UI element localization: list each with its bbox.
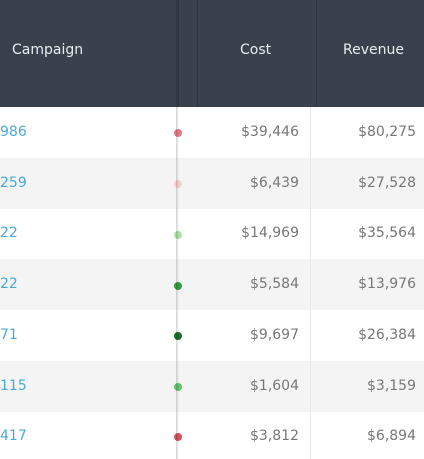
header-revenue[interactable]: Revenue [343, 42, 404, 58]
revenue-cell: $27,528 [358, 174, 416, 191]
table-row: 22 $14,969 $35,564 [0, 208, 424, 259]
revenue-cell: $6,894 [367, 428, 416, 445]
cost-cell: $5,584 [250, 276, 299, 293]
header-cost[interactable]: Cost [240, 42, 272, 58]
cost-cell: $39,446 [241, 124, 299, 140]
cost-cell: $1,604 [250, 377, 299, 394]
status-dot [174, 231, 182, 239]
revenue-cell: $26,384 [358, 326, 416, 343]
table-header: Campaign Cost Revenue [0, 0, 424, 107]
header-divider [316, 0, 317, 107]
campaign-link[interactable]: 986 [0, 124, 27, 140]
table-row: 986 $39,446 $80,275 [0, 107, 424, 158]
status-dot [174, 383, 182, 391]
cost-cell: $14,969 [241, 225, 299, 242]
table-row: 417 $3,812 $6,894 [0, 411, 424, 459]
header-divider [178, 0, 179, 107]
campaign-link[interactable]: 417 [0, 428, 27, 445]
table-row: 71 $9,697 $26,384 [0, 310, 424, 361]
campaign-link[interactable]: 71 [0, 326, 18, 343]
revenue-cell: $3,159 [367, 377, 416, 394]
header-divider [197, 0, 198, 107]
table-row: 115 $1,604 $3,159 [0, 360, 424, 412]
cost-cell: $6,439 [250, 174, 299, 191]
status-dot [174, 180, 182, 188]
table-row: 22 $5,584 $13,976 [0, 259, 424, 311]
status-dot [174, 282, 182, 290]
status-dot [174, 129, 182, 137]
status-dot [174, 332, 182, 340]
status-dot [174, 433, 182, 441]
campaign-link[interactable]: 259 [0, 174, 27, 191]
revenue-cell: $80,275 [358, 124, 416, 140]
header-campaign[interactable]: Campaign [12, 42, 84, 58]
column-divider [310, 107, 311, 459]
frozen-column-shadow [176, 0, 179, 459]
revenue-cell: $13,976 [358, 276, 416, 293]
cost-cell: $9,697 [250, 326, 299, 343]
campaign-link[interactable]: 22 [0, 225, 18, 242]
campaign-link[interactable]: 22 [0, 276, 18, 293]
campaign-link[interactable]: 115 [0, 377, 27, 394]
revenue-cell: $35,564 [358, 225, 416, 242]
cost-cell: $3,812 [250, 428, 299, 445]
table-row: 259 $6,439 $27,528 [0, 157, 424, 209]
